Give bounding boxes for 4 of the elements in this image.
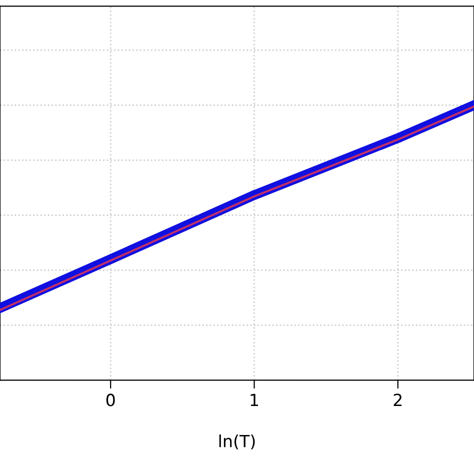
x-tick-label: 0 bbox=[106, 394, 115, 406]
x-tick-label: 2 bbox=[394, 394, 402, 406]
x-axis-title: ln(T) bbox=[219, 434, 255, 450]
x-tick-label: 1 bbox=[250, 394, 258, 406]
